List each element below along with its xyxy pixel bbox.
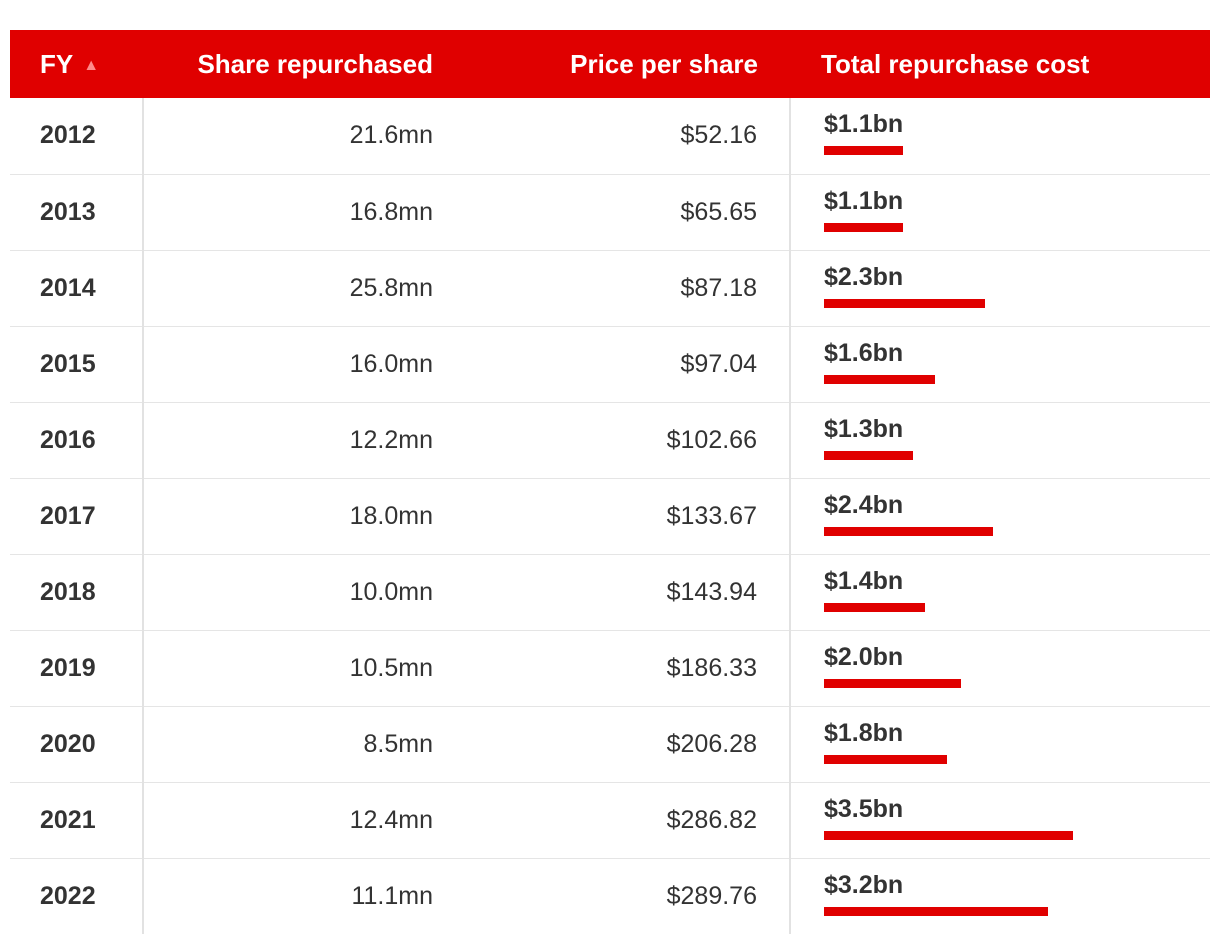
cost-bar — [824, 678, 961, 688]
cost-bar — [824, 298, 985, 308]
cell-fy: 2017 — [10, 478, 144, 554]
cost-bar — [824, 222, 903, 232]
cell-fy: 2012 — [10, 98, 144, 174]
cost-bar — [824, 754, 947, 764]
cost-bar — [824, 146, 903, 155]
cell-shares-repurchased: 11.1mn — [351, 881, 433, 910]
table-row: 2015 16.0mn $97.04 $1.6bn — [10, 326, 1210, 402]
table-row: 2018 10.0mn $143.94 $1.4bn — [10, 554, 1210, 630]
cell-fy: 2019 — [10, 630, 144, 706]
cell-total-cost: $1.6bn — [790, 326, 1210, 402]
cell-shares-repurchased: 16.8mn — [349, 197, 433, 226]
cost-data-label: $1.4bn — [824, 566, 904, 595]
cell-shares-repurchased: 8.5mn — [363, 729, 433, 758]
table-row: 2013 16.8mn $65.65 $1.1bn — [10, 174, 1210, 250]
cell-price-per-share: $289.76 — [443, 858, 791, 934]
column-header-fy-label: FY — [40, 48, 74, 79]
cell-shares-repurchased: 12.4mn — [349, 805, 433, 834]
cost-data-label: $1.6bn — [824, 338, 904, 367]
column-header-fy[interactable]: FY ▲ — [10, 30, 143, 98]
cell-total-cost: $1.1bn — [790, 174, 1210, 250]
cell-total-cost: $1.3bn — [790, 402, 1210, 478]
buyback-table-container: FY ▲ Share repurchased Price per share To… — [10, 30, 1210, 934]
cell-price-per-share: $52.16 — [443, 98, 791, 174]
cell-total-cost: $1.1bn — [790, 98, 1210, 174]
cost-data-label: $2.4bn — [824, 490, 904, 519]
cell-price-per-share: $143.94 — [443, 554, 791, 630]
table-body: 2012 21.6mn $52.16 $1.1bn 2013 16.8mn $65.65 $1… — [10, 98, 1210, 934]
cell-fy: 2022 — [10, 858, 144, 934]
table-row: 2019 10.5mn $186.33 $2.0bn — [10, 630, 1210, 706]
cost-data-label: $1.1bn — [824, 110, 904, 138]
cell-fy: 2020 — [10, 706, 144, 782]
cell-price-per-share: $286.82 — [443, 782, 791, 858]
cell-total-cost: $3.5bn — [790, 782, 1210, 858]
sort-ascending-icon: ▲ — [83, 56, 100, 74]
cell-shares-repurchased: 21.6mn — [349, 121, 433, 150]
cell-price-per-share: $87.18 — [443, 250, 791, 326]
table-row: 2021 12.4mn $286.82 $3.5bn — [10, 782, 1210, 858]
cost-data-label: $1.8bn — [824, 718, 904, 747]
cell-total-cost: $2.4bn — [790, 478, 1210, 554]
cell-fy: 2016 — [10, 402, 144, 478]
cost-bar — [824, 374, 935, 384]
cost-data-label: $1.3bn — [824, 414, 904, 443]
table-row: 2012 21.6mn $52.16 $1.1bn — [10, 98, 1210, 174]
cost-bar — [824, 602, 925, 612]
cell-price-per-share: $206.28 — [443, 706, 791, 782]
cell-total-cost: $3.2bn — [790, 858, 1210, 934]
cell-price-per-share: $133.67 — [443, 478, 791, 554]
cell-shares-repurchased: 10.5mn — [349, 653, 433, 682]
cell-fy: 2013 — [10, 174, 144, 250]
cell-fy: 2015 — [10, 326, 144, 402]
cost-bar — [824, 450, 913, 460]
cell-price-per-share: $97.04 — [443, 326, 791, 402]
cell-total-cost: $2.3bn — [790, 250, 1210, 326]
cell-price-per-share: $102.66 — [443, 402, 791, 478]
cell-shares-repurchased: 12.2mn — [349, 425, 433, 454]
cost-data-label: $2.0bn — [824, 642, 904, 671]
cell-fy: 2018 — [10, 554, 144, 630]
buyback-table: FY ▲ Share repurchased Price per share To… — [10, 30, 1210, 934]
cell-fy: 2014 — [10, 250, 144, 326]
cell-shares-repurchased: 10.0mn — [349, 577, 433, 606]
cost-data-label: $3.2bn — [824, 870, 904, 899]
cell-shares-repurchased: 16.0mn — [349, 349, 433, 378]
cell-price-per-share: $186.33 — [443, 630, 791, 706]
table-row: 2022 11.1mn $289.76 $3.2bn — [10, 858, 1210, 934]
cell-total-cost: $2.0bn — [790, 630, 1210, 706]
cost-bar — [824, 526, 993, 536]
cost-bar — [824, 906, 1048, 916]
cell-fy: 2021 — [10, 782, 144, 858]
cost-bar — [824, 830, 1073, 840]
table-row: 2016 12.2mn $102.66 $1.3bn — [10, 402, 1210, 478]
cell-price-per-share: $65.65 — [443, 174, 791, 250]
table-row: 2017 18.0mn $133.67 $2.4bn — [10, 478, 1210, 554]
cell-shares-repurchased: 25.8mn — [349, 273, 433, 302]
table-row: 2020 8.5mn $206.28 $1.8bn — [10, 706, 1210, 782]
cell-total-cost: $1.8bn — [790, 706, 1210, 782]
cell-shares-repurchased: 18.0mn — [349, 501, 433, 530]
table-header-row: FY ▲ Share repurchased Price per share To… — [10, 30, 1210, 98]
column-header-price[interactable]: Price per share — [570, 48, 758, 79]
cost-data-label: $3.5bn — [824, 794, 904, 823]
table-row: 2014 25.8mn $87.18 $2.3bn — [10, 250, 1210, 326]
cost-data-label: $1.1bn — [824, 186, 904, 215]
cost-data-label: $2.3bn — [824, 262, 904, 291]
column-header-shares[interactable]: Share repurchased — [197, 48, 433, 79]
cell-total-cost: $1.4bn — [790, 554, 1210, 630]
column-header-cost[interactable]: Total repurchase cost — [821, 48, 1090, 79]
